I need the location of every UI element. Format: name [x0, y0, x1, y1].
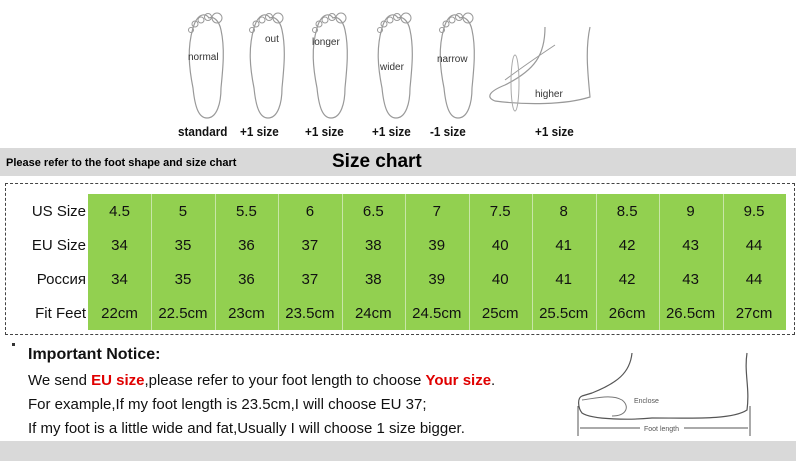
size-cell: 22.5cm [158, 305, 208, 322]
size-adjustment-label: +1 size [372, 124, 411, 139]
size-cell: 42 [618, 271, 636, 288]
size-cell: 44 [745, 237, 763, 254]
size-cell: 9.5 [743, 203, 765, 220]
size-cell: 36 [238, 237, 255, 254]
size-cell: 40 [491, 237, 509, 254]
column-divider [659, 194, 661, 330]
size-cell: 6 [305, 203, 315, 220]
text: . [491, 372, 496, 389]
size-cell: 5 [178, 203, 188, 220]
size-cell: 25.5cm [539, 305, 589, 322]
size-cell: 42 [618, 237, 636, 254]
size-cell: 38 [364, 271, 382, 288]
column-divider [595, 194, 597, 330]
footer-bar [0, 441, 796, 461]
size-cell: 44 [745, 271, 763, 288]
enclose-label: Enclose [634, 398, 659, 405]
foot-shape-label: longer [312, 37, 340, 48]
notice-line-3: If my foot is a little wide and fat,Usua… [28, 420, 465, 437]
size-cell: 43 [682, 271, 699, 288]
size-cell: 25cm [481, 305, 519, 322]
foot-shape-label: narrow [437, 54, 468, 65]
size-cell: 6.5 [362, 203, 384, 220]
header-note: Please refer to the foot shape and size … [6, 157, 237, 169]
size-cell: 27cm [735, 305, 773, 322]
size-cell: 8 [559, 203, 568, 220]
foot-shape-label: higher [535, 89, 563, 100]
size-cell: 24cm [354, 305, 392, 322]
foot-length-label: Foot length [644, 426, 679, 433]
column-divider [151, 194, 153, 330]
row-label: Fit Feet [35, 305, 86, 322]
foot-shape-label: out [265, 34, 279, 45]
size-cell: 9 [686, 203, 695, 220]
column-divider [341, 194, 343, 330]
row-label: Россия [36, 271, 86, 288]
size-cell: 38 [364, 237, 382, 254]
column-divider [722, 194, 724, 330]
foot-outline-icon [434, 8, 480, 120]
size-cell: 39 [428, 237, 446, 254]
your-size-highlight: Your size [425, 372, 492, 389]
notice-line-1: We send EU size,please refer to your foo… [28, 372, 495, 389]
size-cell: 23cm [228, 305, 265, 322]
size-cell: 24.5cm [412, 305, 462, 322]
size-cell: 7.5 [489, 203, 511, 220]
text: ,please refer to your foot length to cho… [144, 372, 426, 389]
size-adjustment-label: standard [178, 124, 228, 139]
size-cell: 4.5 [109, 203, 130, 220]
size-table: 4.5 5 5.5 6 6.5 7 7.5 8 8.5 9 9.5 34 35 36 37 38 39 40 41 4… [5, 183, 795, 335]
foot-outline-icon [244, 8, 290, 120]
size-adjustment-label: -1 size [430, 124, 466, 139]
column-divider [405, 194, 407, 330]
size-cell: 34 [111, 271, 128, 288]
column-divider [468, 194, 470, 330]
header-bar: Please refer to the foot shape and size … [0, 148, 796, 176]
size-table-grid: 4.5 5 5.5 6 6.5 7 7.5 8 8.5 9 9.5 34 35 36 37 38 39 40 41 4… [88, 194, 786, 330]
size-cell: 5.5 [235, 203, 257, 220]
size-cell: 36 [238, 271, 255, 288]
foot-outline-icon [183, 8, 229, 120]
foot-outline-icon [307, 8, 353, 120]
size-cell: 41 [555, 271, 573, 288]
size-cell: 26.5cm [665, 305, 716, 322]
eu-size-highlight: EU size [91, 372, 145, 389]
size-cell: 40 [491, 271, 509, 288]
high-instep-foot-icon [485, 25, 595, 115]
size-chart-title: Size chart [332, 151, 422, 172]
row-label: EU Size [31, 237, 86, 254]
column-divider [214, 194, 216, 330]
size-adjustment-label: +1 size [535, 124, 574, 139]
notice-line-2: For example,If my foot length is 23.5cm,… [28, 396, 427, 413]
size-cell: 41 [555, 237, 573, 254]
size-adjustment-label: +1 size [240, 124, 279, 139]
size-cell: 35 [174, 237, 192, 254]
size-cell: 26cm [608, 305, 646, 322]
foot-shape-label: normal [188, 52, 219, 63]
size-cell: 8.5 [616, 203, 638, 220]
size-cell: 35 [174, 271, 192, 288]
bullet-mark [12, 343, 15, 346]
foot-outline-icon [372, 8, 418, 120]
size-cell: 39 [428, 271, 446, 288]
column-divider [532, 194, 534, 330]
size-cell: 34 [111, 237, 128, 254]
size-cell: 37 [301, 271, 319, 288]
size-cell: 43 [682, 237, 699, 254]
row-label: US Size [31, 203, 86, 220]
notice-title: Important Notice: [28, 346, 161, 363]
size-cell: 7 [432, 203, 441, 220]
size-adjustment-label: +1 size [305, 124, 344, 139]
foot-shape-label: wider [380, 62, 404, 73]
text: We send [28, 372, 92, 389]
column-divider [278, 194, 280, 330]
size-cell: 22cm [101, 305, 138, 322]
foot-length-diagram: Enclose Foot length [572, 348, 772, 441]
size-cell: 23.5cm [285, 305, 335, 322]
size-cell: 37 [301, 237, 319, 254]
